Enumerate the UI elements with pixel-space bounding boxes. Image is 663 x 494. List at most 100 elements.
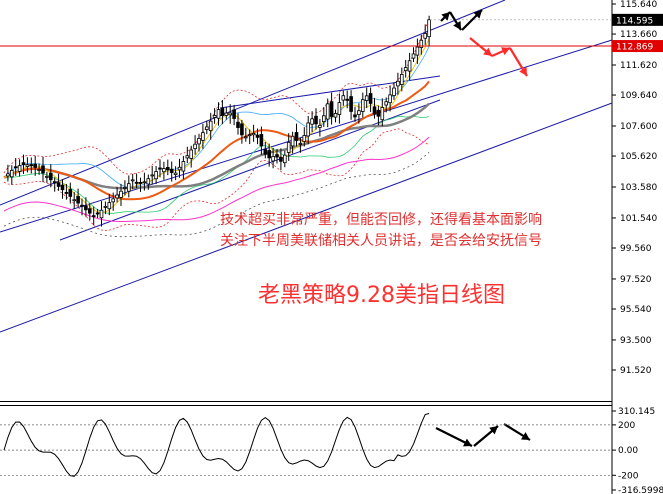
- up-arrow-black-head: [473, 10, 482, 19]
- candle-body: [165, 166, 170, 171]
- candle-body: [353, 114, 357, 118]
- red-level-line: 112.869 114.595: [0, 13, 663, 53]
- candle-body: [321, 115, 326, 123]
- candle-body: [193, 143, 197, 150]
- candle-body: [45, 175, 49, 178]
- candle-body: [411, 53, 416, 59]
- current-price-label: 114.595: [616, 16, 653, 26]
- candle-body: [13, 166, 18, 169]
- candle-body: [95, 212, 100, 215]
- down-arrow-red-head: [483, 47, 492, 56]
- candle-body: [220, 107, 225, 116]
- candle-body: [396, 80, 400, 87]
- up-arrow-red-head: [501, 47, 510, 56]
- osc-up-arrow-head: [489, 426, 498, 435]
- candle-body: [259, 134, 264, 147]
- candle-body: [403, 67, 408, 72]
- candle-body: [341, 95, 346, 101]
- price-axis: 115.640 113.660 111.620 109.640 107.600 105.6…: [612, 0, 657, 376]
- up-arrow-black-head: [441, 12, 450, 21]
- y-tick-label: 113.660: [620, 30, 657, 40]
- candle-body: [134, 181, 139, 184]
- candle-body: [216, 109, 221, 119]
- candle-body: [76, 196, 80, 204]
- candle-body: [349, 96, 353, 112]
- candle-body: [72, 199, 77, 202]
- candle-body: [345, 98, 349, 101]
- candle-body: [162, 168, 166, 173]
- candle-body: [360, 99, 365, 112]
- y-tick-label: 93.500: [620, 336, 652, 346]
- down-arrow-red-head: [519, 67, 527, 76]
- trend-line: [0, 102, 613, 333]
- yellow-moving-average: [3, 38, 430, 214]
- candle-body: [423, 33, 427, 39]
- trend-line: [59, 99, 441, 241]
- candle-body: [392, 87, 396, 96]
- candle-body: [279, 156, 283, 162]
- candle-body: [255, 134, 260, 138]
- osc-down-arrow-head: [521, 432, 530, 440]
- y-tick-label: 111.620: [620, 61, 657, 71]
- candle-body: [84, 205, 88, 211]
- y-tick-label: 97.520: [620, 275, 652, 285]
- candle-body: [329, 101, 334, 117]
- candle-body: [41, 165, 45, 174]
- candle-body: [337, 102, 342, 115]
- y-tick-label: 105.620: [620, 152, 657, 162]
- down-arrow-black-head: [453, 21, 461, 30]
- candle-body: [119, 190, 123, 198]
- candle-body: [29, 164, 34, 167]
- candle-body: [263, 149, 268, 155]
- candle-body: [364, 95, 369, 101]
- candle-body: [251, 133, 256, 136]
- candle-body: [60, 184, 65, 191]
- annotation-line-1: 技术超买非常严重，但能否回修，还得看基本面影响: [220, 211, 542, 228]
- candle-body: [177, 166, 182, 171]
- candle-body: [204, 126, 209, 130]
- candle-body: [271, 156, 275, 162]
- red-line-price-box: [612, 40, 663, 53]
- current-price-box: [612, 13, 663, 26]
- candle-body: [427, 19, 431, 38]
- osc-tick-label: -200: [618, 471, 639, 481]
- osc-tick-label: -316.5998: [618, 486, 663, 494]
- candle-body: [368, 93, 373, 104]
- candle-body: [419, 39, 424, 48]
- candle-body: [111, 198, 116, 203]
- candle-body: [407, 60, 412, 72]
- candle-body: [294, 132, 299, 141]
- candle-body: [372, 106, 377, 115]
- red-line-price-label: 112.869: [616, 43, 653, 53]
- y-tick-label: 99.560: [620, 244, 652, 254]
- candle-body: [115, 194, 119, 199]
- candle-body: [9, 170, 14, 178]
- candle-body: [68, 189, 73, 197]
- candle-body: [138, 182, 143, 184]
- candle-body: [123, 187, 127, 189]
- candle-body: [107, 202, 112, 210]
- inner-lower-band: [3, 115, 430, 214]
- candle-body: [127, 183, 131, 192]
- osc-tick-label: 0.00: [618, 446, 638, 456]
- annotation-line-2: 关注下半周美联储相关人员讲话，是否会给安抚信号: [220, 233, 542, 249]
- candle-body: [243, 136, 248, 139]
- candle-body: [267, 150, 271, 159]
- candle-body: [49, 172, 53, 181]
- candle-body: [290, 135, 295, 147]
- trend-line: [0, 0, 506, 206]
- candle-body: [181, 161, 186, 172]
- candle-body: [275, 154, 279, 158]
- candle-body: [91, 215, 96, 218]
- candle-body: [314, 115, 318, 125]
- candle-body: [286, 141, 291, 153]
- candlesticks: [6, 15, 431, 227]
- chart-watermark-title: 老黑策略9.28美指日线图: [258, 283, 505, 308]
- candle-body: [64, 192, 69, 194]
- candle-body: [103, 206, 108, 208]
- candle-body: [150, 174, 155, 177]
- candle-body: [306, 122, 310, 137]
- candle-body: [310, 118, 314, 125]
